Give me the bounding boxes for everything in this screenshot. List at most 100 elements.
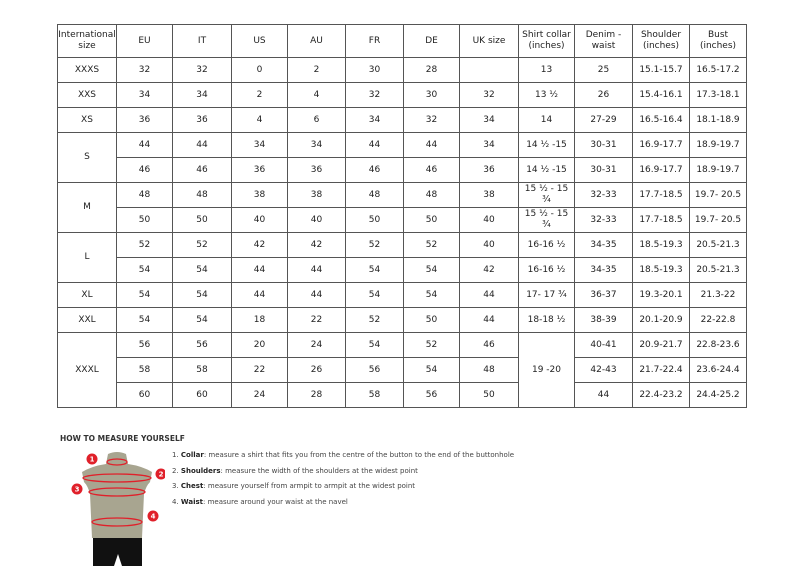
table-cell: 56: [172, 332, 232, 358]
table-cell: 16.5-16.4: [632, 107, 690, 133]
table-cell: 17- 17 ¾: [518, 282, 575, 308]
table-cell: 58: [172, 357, 232, 383]
table-cell: 50: [459, 382, 519, 408]
marker-1: 1: [90, 456, 95, 464]
table-cell: 54: [403, 357, 460, 383]
table-cell: 50: [345, 207, 404, 233]
table-cell: 44: [116, 132, 173, 158]
size-chart-table: International size EU IT US AU FR DE UK size Shi…: [57, 24, 747, 408]
table-cell: 34: [459, 132, 519, 158]
table-cell: 13: [518, 57, 575, 83]
size-label: XXXS: [57, 57, 117, 83]
table-cell: 30-31: [574, 157, 633, 183]
table-cell: 34: [172, 82, 232, 108]
table-cell: 36: [231, 157, 288, 183]
table-cell: 46: [403, 157, 460, 183]
table-cell: 17.7-18.5: [632, 207, 690, 233]
table-cell: 54: [116, 307, 173, 333]
header-row: International size EU IT US AU FR DE UK size Shi…: [57, 24, 747, 58]
table-cell: 32: [459, 82, 519, 108]
table-cell: 28: [287, 382, 346, 408]
table-cell: 13 ½: [518, 82, 575, 108]
table-cell: 44: [345, 132, 404, 158]
table-cell: 44: [231, 257, 288, 283]
table-cell: 44: [287, 257, 346, 283]
column-header: FR: [345, 24, 404, 58]
table-cell: 60: [172, 382, 232, 408]
table-cell: 19.7- 20.5: [689, 182, 747, 208]
table-cell: 20.1-20.9: [632, 307, 690, 333]
table-cell: 54: [116, 282, 173, 308]
table-cell: 36: [459, 157, 519, 183]
column-header: Shoulder (inches): [632, 24, 690, 58]
table-cell: 18.9-19.7: [689, 157, 747, 183]
table-cell: 36: [116, 107, 173, 133]
table-cell: 56: [345, 357, 404, 383]
table-cell: 28: [403, 57, 460, 83]
step-collar: 1. Collar: measure a shirt that fits you…: [172, 451, 515, 459]
table-cell: 20.9-21.7: [632, 332, 690, 358]
table-cell: 54: [172, 257, 232, 283]
table-cell: 16.9-17.7: [632, 157, 690, 183]
size-label: XS: [57, 107, 117, 133]
size-label: L: [57, 232, 117, 283]
table-cell: 36: [172, 107, 232, 133]
table-cell: 38: [231, 182, 288, 208]
table-cell: 52: [172, 232, 232, 258]
table-cell: 54: [403, 257, 460, 283]
table-cell: 20.5-21.3: [689, 232, 747, 258]
step-shoulders: 2. Shoulders: measure the width of the s…: [172, 466, 418, 475]
table-cell: 24: [231, 382, 288, 408]
table-cell: 16.9-17.7: [632, 132, 690, 158]
table-row: 60 60 24 28 58 56 50 44 22.4-23.2 24.4-25.2: [58, 382, 747, 408]
table-row: XXL 54 54 18 22 52 50 44 18-18 ½ 38-39 20.1-20.9 22…: [57, 307, 747, 333]
table-cell: 18.1-18.9: [689, 107, 747, 133]
table-cell: 36: [287, 157, 346, 183]
table-cell: 42-43: [574, 357, 633, 383]
table-cell: 16-16 ½: [518, 232, 575, 258]
table-cell: 30: [345, 57, 404, 83]
column-header: Denim - waist: [574, 24, 633, 58]
table-cell: 46: [459, 332, 519, 358]
size-label: XXS: [57, 82, 117, 108]
column-header: AU: [287, 24, 346, 58]
table-cell: 44: [231, 282, 288, 308]
table-cell: 42: [459, 257, 519, 283]
table-cell: 17.7-18.5: [632, 182, 690, 208]
table-cell: 6: [287, 107, 346, 133]
table-row: XXS 34 34 2 4 32 30 32 13 ½ 26 15.4-16.1 17.3-18.1: [57, 82, 747, 108]
table-cell: 46: [116, 157, 173, 183]
table-row: XL 54 54 44 44 54 54 44 17- 17 ¾ 36-37 19.3-20.1 21…: [57, 282, 747, 308]
table-cell: 46: [345, 157, 404, 183]
table-cell: 22.4-23.2: [632, 382, 690, 408]
table-cell: 44: [403, 132, 460, 158]
table-cell: 0: [231, 57, 288, 83]
table-cell: 14: [518, 107, 575, 133]
column-header: IT: [172, 24, 232, 58]
table-cell: 44: [172, 132, 232, 158]
table-cell: 26: [287, 357, 346, 383]
table-cell: 54: [172, 307, 232, 333]
table-cell: 24: [287, 332, 346, 358]
table-cell: 50: [403, 207, 460, 233]
size-label: XXXL: [57, 332, 117, 408]
table-cell: 48: [116, 182, 173, 208]
table-row: XXXS 32 32 0 2 30 28 13 25 15.1-15.7 16.5-17.2: [57, 57, 747, 83]
table-row: L 52 52 42 42 52 52 40 16-16 ½ 34-35 18.5-19.3 20.5…: [57, 232, 747, 283]
table-cell: 40: [459, 232, 519, 258]
table-cell: 15 ½ - 15 ¾: [518, 182, 575, 208]
table-cell: 50: [172, 207, 232, 233]
marker-2: 2: [159, 471, 164, 479]
table-cell: 16.5-17.2: [689, 57, 747, 83]
table-cell: 20.5-21.3: [689, 257, 747, 283]
table-cell: 48: [172, 182, 232, 208]
table-cell: 34: [459, 107, 519, 133]
table-cell: 52: [345, 232, 404, 258]
size-label: XXL: [57, 307, 117, 333]
table-cell: 32: [116, 57, 173, 83]
table-cell: 34-35: [574, 232, 633, 258]
table-cell: 54: [345, 257, 404, 283]
table-cell: 56: [403, 382, 460, 408]
table-cell: 58: [345, 382, 404, 408]
table-cell: 44: [287, 282, 346, 308]
